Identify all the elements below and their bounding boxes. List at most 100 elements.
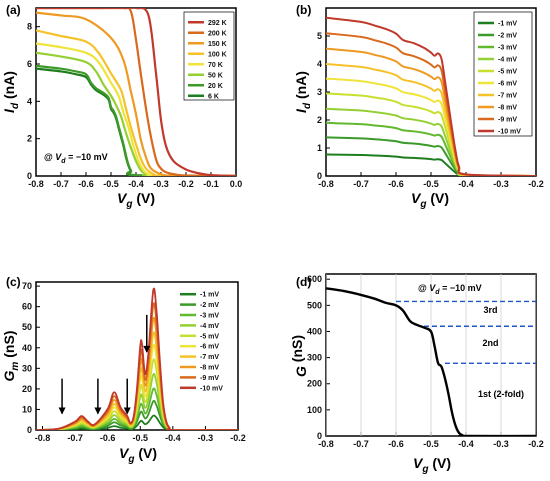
panel-d-condition-value: = −10 mV (440, 283, 482, 293)
panel-b-xlabel-sub: g (419, 199, 426, 210)
panel-d-ytick-label: 100 (307, 405, 322, 415)
panel-c-frame (35, 281, 239, 431)
panel-a-ytick-label: 8 (27, 22, 32, 32)
panel-a-xlabel-unit: (V) (132, 190, 155, 206)
panel-c-series (36, 287, 238, 430)
arrow-head-icon (143, 345, 151, 353)
arrow-head-icon (58, 407, 66, 415)
panel-b-xlabel-main: V (411, 190, 422, 206)
panel-a-xtick-label: -0.5 (103, 179, 119, 189)
series-line-70K (36, 42, 236, 176)
panel-b-xtick-label: -0.2 (528, 179, 544, 189)
panel-c-xtick-label: -0.5 (133, 433, 149, 443)
panel-d-ylabel: G (nS) (289, 335, 309, 377)
panel-b-legend-label: -1 mV (498, 21, 517, 28)
panel-d-xtick-label: -0.5 (423, 439, 439, 449)
panel-a-ytick-label: 4 (27, 96, 32, 106)
panel-b-legend-label: -7 mV (498, 93, 517, 100)
panel-c-xlabel-sub: g (127, 454, 134, 465)
panel-a-condition-sub: d (61, 158, 66, 165)
series-line-50K (36, 51, 236, 176)
panel-b-legend-label: -9 mV (498, 117, 517, 124)
panel-a-xtick-label: -0.2 (178, 179, 194, 189)
panel-a-ylabel-sub: d (10, 102, 21, 109)
series-line--1mV (326, 153, 536, 176)
arrow-head-icon (123, 407, 131, 415)
arrow-head-icon (94, 407, 102, 415)
panel-d-ylabel-unit: (nS) (289, 335, 305, 366)
panel-a: -0.8 -0.7 -0.6 -0.5 -0.4 -0.3 -0.2 -0.1 0.0 0 2 4 6 8… (1, 3, 242, 210)
panel-b-xlabel: Vg (V) (411, 190, 449, 210)
panel-b-legend-label: -4 mV (498, 57, 517, 64)
panel-a-legend-label: 70 K (208, 62, 223, 69)
panel-c-legend-label: -4 mV (200, 323, 219, 330)
panel-d-condition: @ Vd = −10 mV (418, 283, 482, 296)
panel-c-legend-label: -1 mV (200, 292, 219, 299)
panel-d-xtick-label: -0.7 (353, 439, 369, 449)
panel-c-ytick-label: 60 (22, 302, 32, 312)
panel-c-panel-label: (c) (6, 275, 21, 289)
panel-c-xtick-label: -0.8 (35, 433, 51, 443)
panel-a-condition-value: = −10 mV (66, 152, 108, 162)
panel-b-ytick-label: 1 (317, 143, 322, 153)
panel-d-ytick-label: 300 (307, 353, 322, 363)
series-line-150K (36, 11, 236, 176)
plateau-label: 2nd (482, 338, 498, 348)
panel-c-ytick-label: 30 (22, 363, 32, 373)
panel-d-xlabel-unit: (V) (428, 455, 451, 471)
series-line--10mV (36, 287, 238, 430)
plateau-label: 3rd (483, 305, 497, 315)
plateau-label: 1st (2-fold) (478, 389, 524, 399)
panel-c-ytick-label: 70 (22, 281, 32, 291)
panel-a-xlabel-sub: g (125, 199, 132, 210)
panel-a-legend-label: 6 K (208, 93, 219, 100)
panel-d-ytick-label: 400 (307, 326, 322, 336)
panel-a-legend-label: 50 K (208, 72, 223, 79)
panel-a-legend-label: 100 K (208, 51, 227, 58)
panel-b-xtick-label: -0.4 (458, 179, 474, 189)
panel-b-ylabel: Id (nA) (293, 71, 313, 113)
panel-c-ylabel-main: G (1, 370, 17, 381)
panel-c-xtick-label: -0.3 (198, 433, 214, 443)
series-line-200K (36, 8, 236, 176)
panel-c-xlabel-main: V (119, 445, 130, 461)
panel-d-ytick-label: 600 (307, 274, 322, 284)
panel-b-xtick-label: -0.6 (388, 179, 404, 189)
panel-b-xtick-label: -0.3 (493, 179, 509, 189)
panel-c-xtick-label: -0.4 (165, 433, 181, 443)
panel-d-panel-label: (d) (296, 275, 311, 289)
panel-a-ylabel-unit: (nA) (1, 71, 17, 103)
panel-a-ylabel-main: I (1, 108, 17, 113)
panel-b-xlabel-unit: (V) (426, 190, 449, 206)
panel-c-legend-label: -3 mV (200, 313, 219, 320)
panel-c-ylabel: Gm (nS) (1, 331, 21, 382)
panel-b-legend-label: -6 mV (498, 81, 517, 88)
panel-b-xtick-label: -0.8 (318, 179, 334, 189)
panel-b-ylabel-main: I (293, 108, 309, 113)
panel-c-xtick-label: -0.6 (100, 433, 116, 443)
panel-b-xtick-label: -0.7 (353, 179, 369, 189)
panel-c-legend-label: -8 mV (200, 365, 219, 372)
panel-d-condition-prefix: @ (418, 283, 429, 293)
panel-a-xtick-label: -0.8 (28, 179, 44, 189)
panel-b-ytick-label: 0 (317, 171, 322, 181)
panel-d-condition-sub: d (435, 289, 440, 296)
panel-a-condition-prefix: @ (44, 152, 55, 162)
panel-b-legend-label: -5 mV (498, 69, 517, 76)
panel-c-legend-label: -7 mV (200, 354, 219, 361)
panel-c-ytick-label: 10 (22, 404, 32, 414)
panel-a-series (36, 8, 236, 176)
panel-c-legend-label: -6 mV (200, 344, 219, 351)
panel-d-xlabel-sub: g (421, 464, 428, 475)
series-line-20K (36, 64, 236, 176)
panel-b-series (326, 16, 536, 176)
panel-d-ylabel-main: G (293, 366, 309, 377)
series-line--10mV (326, 16, 536, 176)
panel-d-ytick-label: 200 (307, 379, 322, 389)
panel-a-xtick-label: 0.0 (230, 179, 243, 189)
panel-a-ytick-label: 2 (27, 134, 32, 144)
panel-b: -0.8 -0.7 -0.6 -0.5 -0.4 -0.3 -0.2 0 1 2 3 4 5 -1 mV -… (293, 3, 544, 210)
panel-c-legend-label: -9 mV (200, 375, 219, 382)
panel-c-xtick-label: -0.2 (230, 433, 246, 443)
